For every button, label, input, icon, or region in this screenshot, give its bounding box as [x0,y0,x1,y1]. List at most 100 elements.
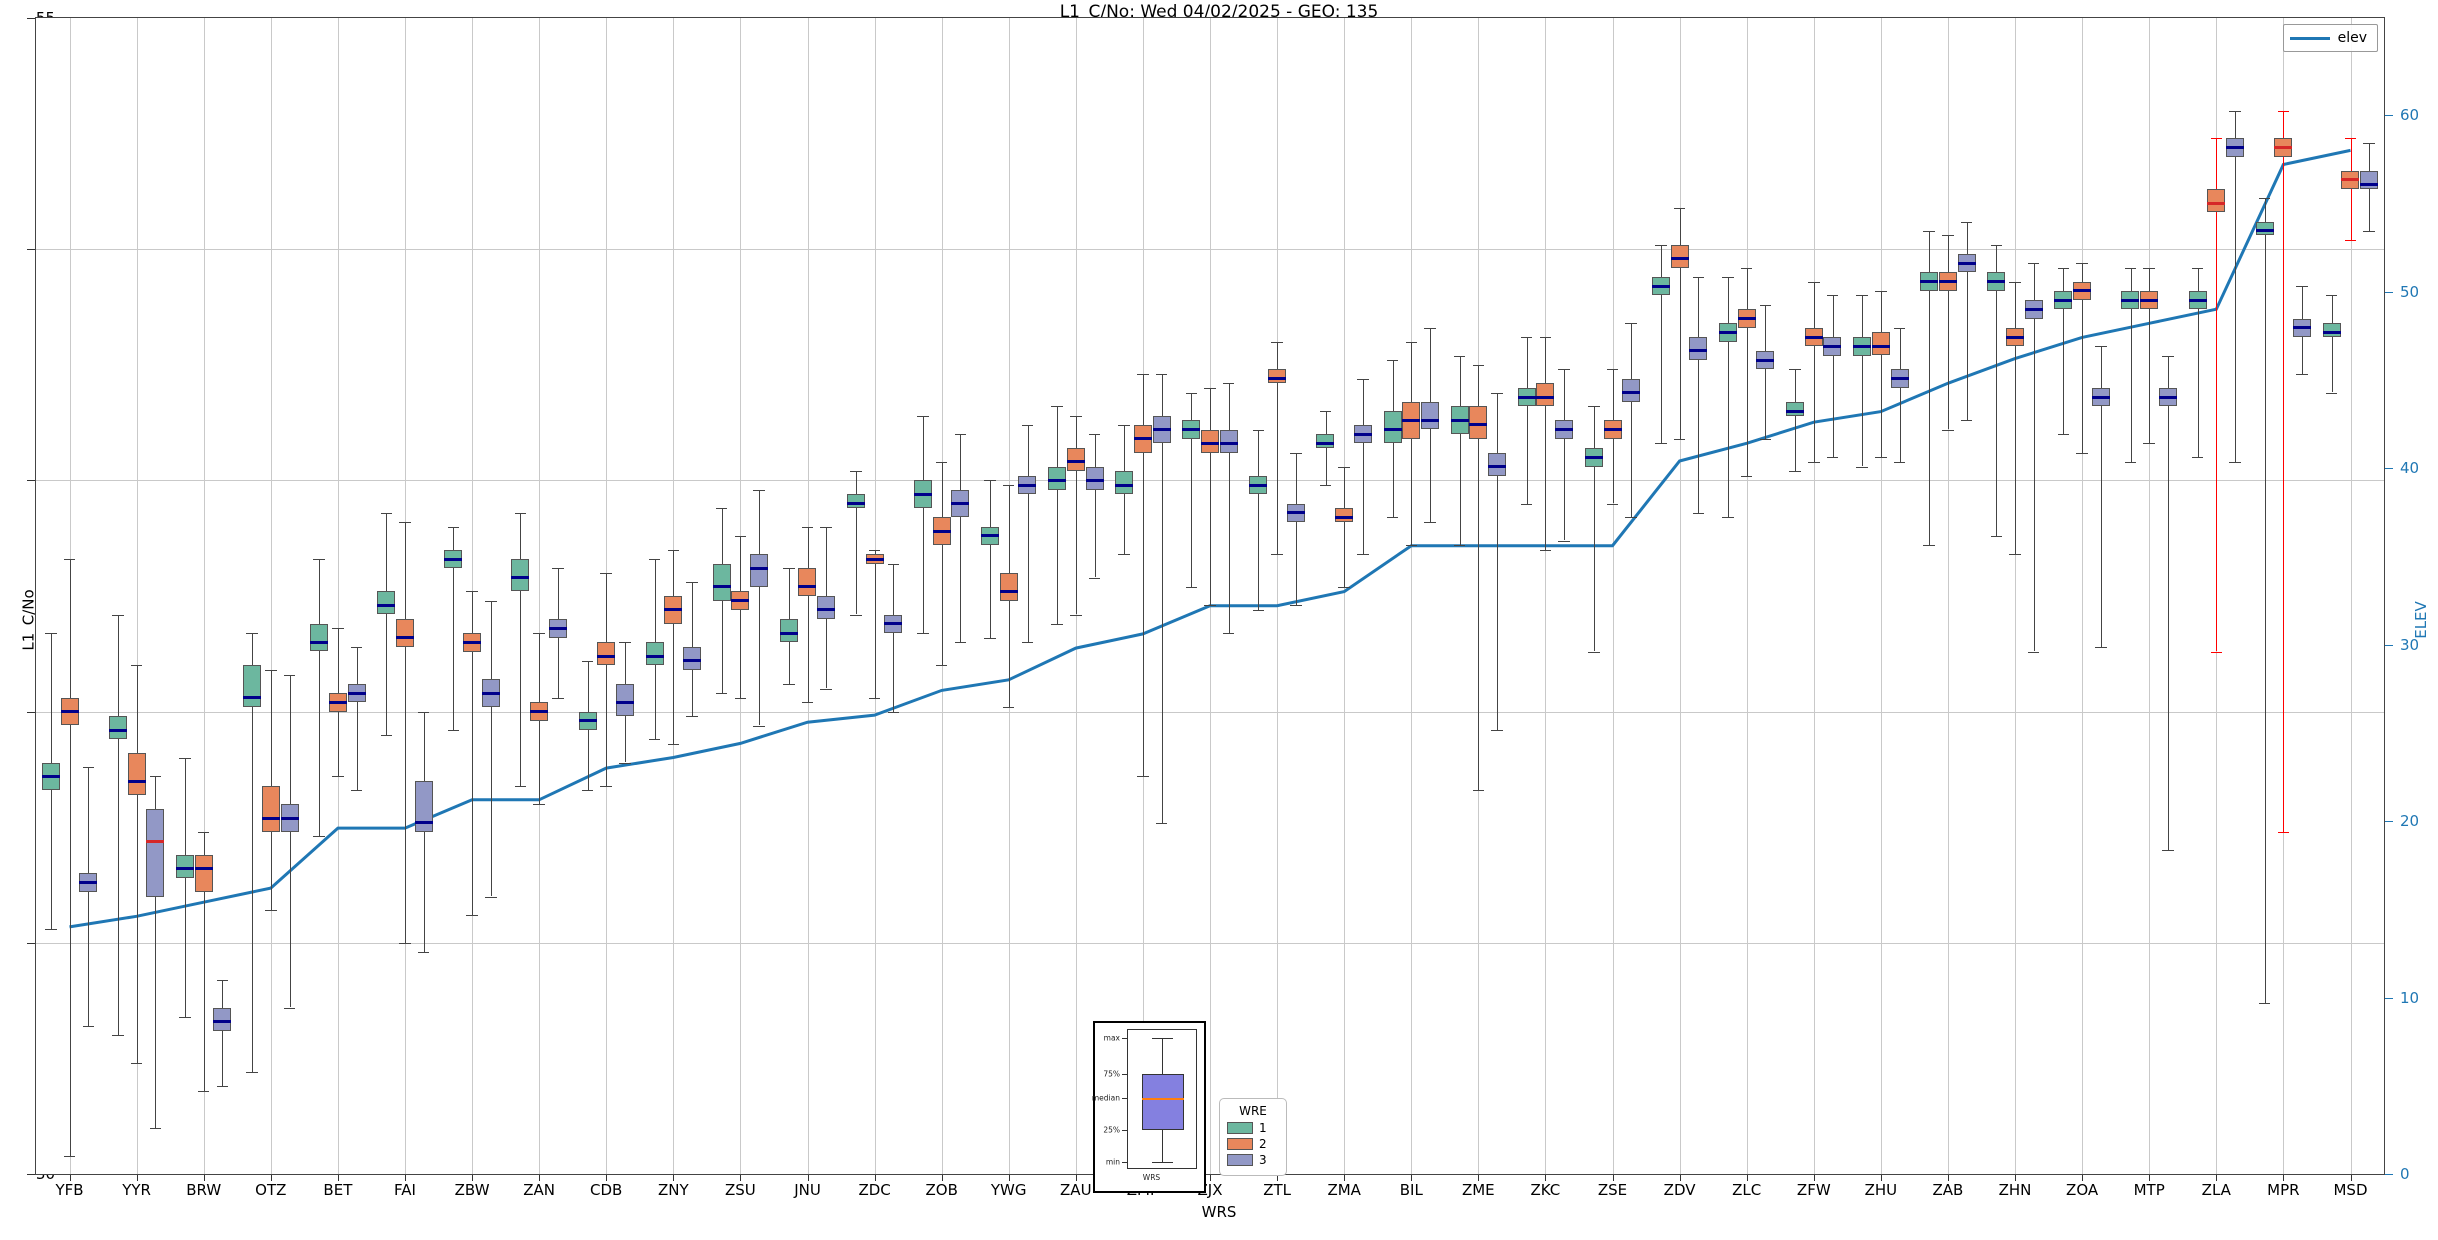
median-line [1536,395,1555,399]
median-line [865,557,884,561]
whisker-line [472,591,474,916]
x-tick-label: ZLA [2201,1181,2231,1199]
y-tick-mark-left [27,711,35,713]
legend-wre-item[interactable]: 3 [1227,1153,1279,1167]
x-tick-mark [203,1175,205,1181]
median-line [1182,428,1201,431]
box-iqr [999,572,1018,601]
gridline-vertical [2350,18,2352,1174]
x-tick-mark [1880,1175,1882,1181]
whisker-line [520,512,522,786]
whisker-cap-max [1588,406,1600,408]
whisker-cap-min [1588,651,1600,653]
median-line [1335,515,1354,519]
whisker-cap-max [1204,387,1216,389]
whisker-cap-min [2009,554,2021,556]
box-iqr [1219,429,1238,453]
gridline-vertical [2149,18,2151,1174]
median-line [175,867,194,871]
x-tick-label: MTP [2133,1181,2165,1199]
whisker-cap-max [514,512,527,514]
whisker-cap-max [2229,110,2241,112]
whisker-line [673,549,675,744]
median-line [1756,358,1775,362]
whisker-cap-min [466,915,478,917]
whisker-line [740,535,742,698]
x-tick-label: ZLC [1732,1181,1762,1199]
median-line [1200,441,1219,445]
y-tick-label-right: 40 [2400,459,2420,478]
box-iqr [750,554,769,587]
whisker-line [1411,341,1413,546]
x-tick-label: ZHU [1864,1181,1898,1199]
whisker-cap-min [2076,452,2088,454]
legend-elev[interactable]: elev [2282,24,2378,52]
whisker-cap-min [1222,633,1235,634]
whisker-line [807,526,809,703]
whisker-cap-min [1088,577,1101,579]
whisker-line [721,508,723,694]
median-line [1622,391,1641,394]
inset-label-25pct: 25% [1103,1125,1120,1135]
x-tick-mark [1210,1175,1211,1181]
whisker-cap-min [887,711,900,713]
gridline-vertical [1612,18,1614,1174]
whisker-cap-max [82,767,95,769]
median-line [712,585,731,589]
x-tick-mark [941,1175,943,1181]
y-tick-label-right: 30 [2400,635,2420,654]
whisker-cap-max [1893,327,1906,329]
whisker-cap-min [265,910,277,912]
whisker-cap-max [1539,337,1552,339]
median-line [981,534,1000,538]
box-iqr [1383,411,1402,444]
gridline-vertical [1277,18,1279,1174]
median-line [1584,455,1603,459]
whisker-line [2197,267,2199,458]
whisker-cap-min [2057,434,2070,436]
whisker-line [386,512,388,735]
whisker-cap-max [1856,295,1868,297]
whisker-cap-min [1960,420,1973,422]
whisker-line [1210,387,1211,606]
whisker-cap-min [1692,512,1705,514]
whisker-line [1459,355,1461,546]
whisker-cap-max [868,549,881,551]
whisker-cap-min [1472,790,1485,792]
gridline-vertical [136,18,138,1174]
y-tick-label-right: 60 [2400,106,2420,125]
whisker-cap-min [417,952,430,953]
whisker-line [960,434,962,643]
whisker-line [1545,337,1547,550]
median-line [1786,409,1805,413]
whisker-cap-max [648,559,661,560]
whisker-cap-max [667,549,680,551]
median-line [798,585,817,589]
legend-wre[interactable]: WRE 1 2 3 [1219,1098,1287,1176]
box-iqr [597,642,616,666]
median-line [1890,377,1909,381]
whisker-cap-max [1453,355,1466,357]
whisker-cap-max [1338,466,1350,468]
median-line [1689,349,1708,353]
whisker-cap-max [2009,281,2021,283]
legend-wre-item[interactable]: 2 [1227,1137,1279,1151]
x-tick-label: ZSU [725,1181,756,1199]
legend-wre-item[interactable]: 1 [1227,1121,1279,1135]
whisker-cap-min [1625,517,1637,519]
x-tick-mark [337,1175,339,1181]
y-axis-label-right: ELEV [2411,601,2430,639]
box-iqr [213,1007,232,1031]
whisker-cap-max [2277,110,2290,112]
whisker-cap-min [648,739,661,741]
median-line [615,700,634,704]
whisker-cap-min [179,1016,191,1018]
legend-wre-swatch [1227,1154,1253,1166]
whisker-line [2216,138,2218,652]
whisker-cap-min [1722,517,1734,519]
median-line [1987,280,2006,284]
whisker-line [2264,198,2266,1003]
x-tick-mark [472,1175,474,1181]
whisker-cap-max [1655,244,1667,246]
whisker-line [2167,355,2169,851]
